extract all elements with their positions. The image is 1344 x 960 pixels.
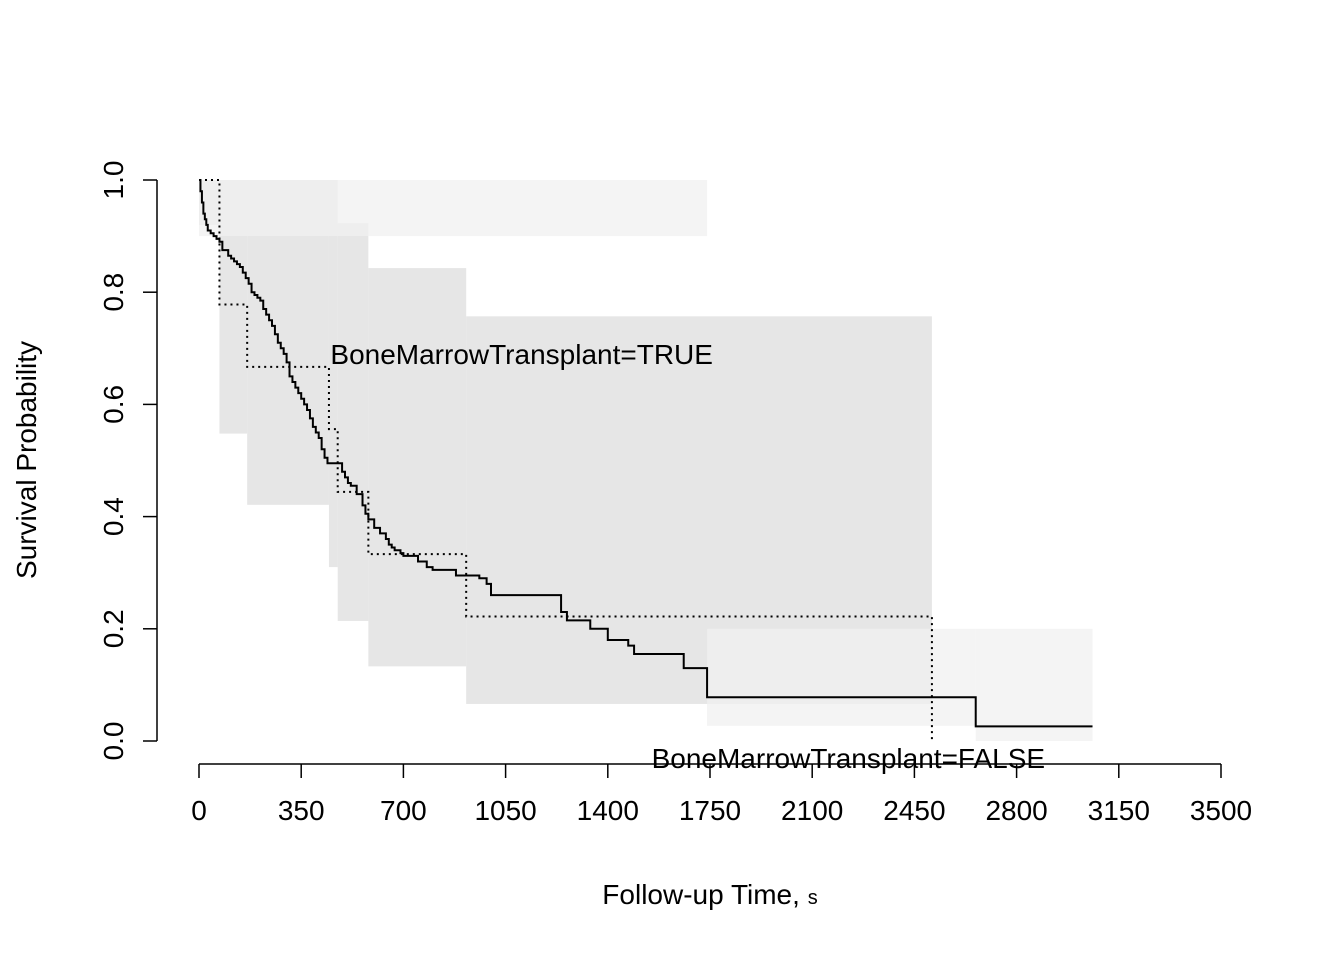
- ci-band-segment: [368, 268, 467, 667]
- curve-annotation: BoneMarrowTransplant=FALSE: [652, 743, 1046, 774]
- ci-band-segment: [707, 628, 976, 726]
- x-tick-label: 700: [380, 795, 427, 826]
- ci-band-segment: [199, 180, 708, 237]
- x-tick-label: 0: [191, 795, 207, 826]
- survival-curve-solid: [199, 179, 1093, 728]
- ci-band-segment: [337, 223, 369, 621]
- y-tick-label: 1.0: [98, 161, 129, 200]
- x-tick-label: 3150: [1088, 795, 1150, 826]
- survival-curves: [199, 179, 1093, 741]
- x-tick-label: 1750: [679, 795, 741, 826]
- confidence-bands: [199, 180, 1093, 741]
- x-axis-title-text: Follow-up Time,: [602, 879, 807, 910]
- x-axis-title-unit: s: [808, 887, 818, 909]
- ci-band-segment: [328, 180, 338, 568]
- y-axis-title: Survival Probability: [11, 341, 42, 579]
- y-axis: 0.0 0.2 0.4 0.6 0.8 1.0: [98, 161, 158, 761]
- x-axis: 0 350 700 1050 1400 1750 2100 2450 2800 3150 3500: [191, 763, 1252, 826]
- x-tick-label: 3500: [1190, 795, 1252, 826]
- ci-band-segment: [975, 628, 1093, 741]
- y-tick-label: 0.8: [98, 273, 129, 312]
- x-tick-label: 2100: [781, 795, 843, 826]
- y-tick-label: 0.2: [98, 609, 129, 648]
- annotations: BoneMarrowTransplant=TRUE BoneMarrowTrans…: [330, 339, 1045, 774]
- x-tick-label: 2450: [883, 795, 945, 826]
- x-tick-label: 2800: [985, 795, 1047, 826]
- x-tick-label: 350: [278, 795, 325, 826]
- x-tick-label: 1050: [474, 795, 536, 826]
- curve-annotation: BoneMarrowTransplant=TRUE: [330, 339, 713, 370]
- x-axis-title: Follow-up Time, s: [602, 879, 817, 910]
- y-tick-label: 0.4: [98, 497, 129, 536]
- y-tick-label: 0.0: [98, 722, 129, 761]
- x-tick-label: 1400: [577, 795, 639, 826]
- y-tick-label: 0.6: [98, 385, 129, 424]
